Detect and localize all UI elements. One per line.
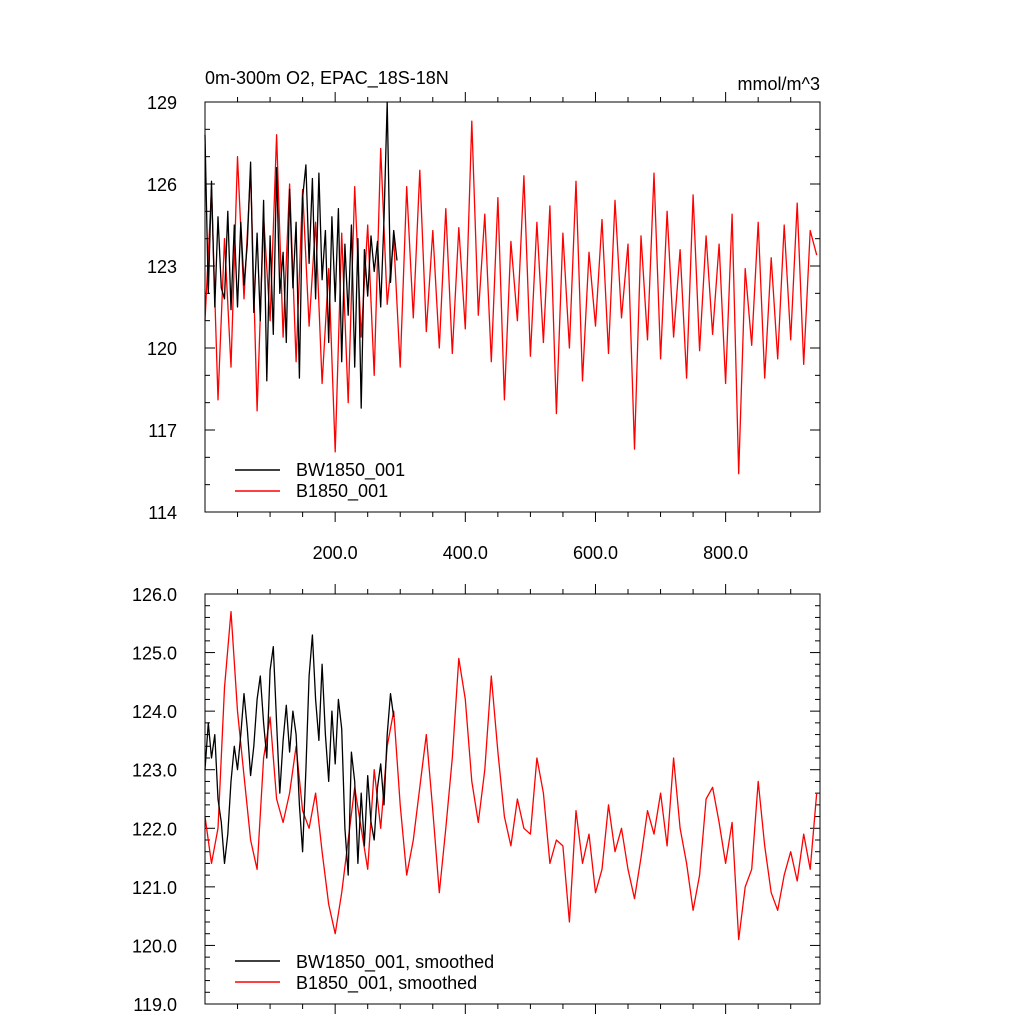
y-tick-label: 114 — [148, 503, 177, 523]
bottom-axis-ticks: 119.0 120.0 121.0 122.0 123.0 124.0 125.0 126.0 — [132, 584, 820, 1015]
bottom-plot-series — [204, 610, 818, 941]
legend-label-bw1850-smoothed: BW1850_001, smoothed — [296, 952, 494, 973]
series-line-b1850-001-smoothed — [204, 610, 818, 941]
legend-label-bw1850: BW1850_001 — [296, 460, 405, 481]
bottom-plot-frame — [204, 593, 821, 1005]
top-chart-title: 0m-300m O2, EPAC_18S-18N — [205, 68, 449, 89]
top-plot-series — [204, 101, 818, 475]
bottom-legend: BW1850_001, smoothed B1850_001, smoothed — [235, 952, 494, 994]
top-legend: BW1850_001 B1850_001 — [235, 460, 405, 502]
top-axis-ticks: 114 117 120 123 126 129 200.0 400.0 600.0 800.0 — [147, 92, 820, 563]
series-line-b1850-001 — [204, 120, 818, 475]
y-tick-label: 129 — [147, 93, 177, 113]
y-tick-label: 119.0 — [133, 995, 177, 1015]
y-tick-label: 121.0 — [132, 878, 177, 898]
y-tick-label: 124.0 — [132, 702, 177, 722]
top-plot-frame — [204, 101, 821, 513]
y-tick-label: 122.0 — [132, 819, 177, 839]
y-tick-label: 120 — [147, 339, 177, 359]
y-tick-label: 126.0 — [132, 585, 177, 605]
x-tick-label: 600.0 — [573, 543, 618, 563]
x-tick-label: 400.0 — [443, 543, 488, 563]
y-tick-label: 120.0 — [132, 936, 177, 956]
y-tick-label: 123 — [147, 257, 177, 277]
y-tick-label: 123.0 — [132, 761, 177, 781]
series-line-bw1850-001 — [204, 101, 398, 409]
x-tick-label: 800.0 — [703, 543, 748, 563]
legend-label-b1850: B1850_001 — [296, 481, 388, 502]
top-panel: 0m-300m O2, EPAC_18S-18N mmol/m^3 114 117… — [147, 68, 821, 563]
legend-label-b1850-smoothed: B1850_001, smoothed — [296, 973, 477, 994]
bottom-panel: 119.0 120.0 121.0 122.0 123.0 124.0 125.0 126.0… — [132, 584, 821, 1015]
y-tick-label: 126 — [147, 175, 177, 195]
y-tick-label: 117 — [148, 421, 177, 441]
y-tick-label: 125.0 — [132, 644, 177, 664]
x-tick-label: 200.0 — [313, 543, 358, 563]
top-chart-units: mmol/m^3 — [738, 74, 820, 94]
series-line-bw1850-001-smoothed — [204, 634, 395, 876]
